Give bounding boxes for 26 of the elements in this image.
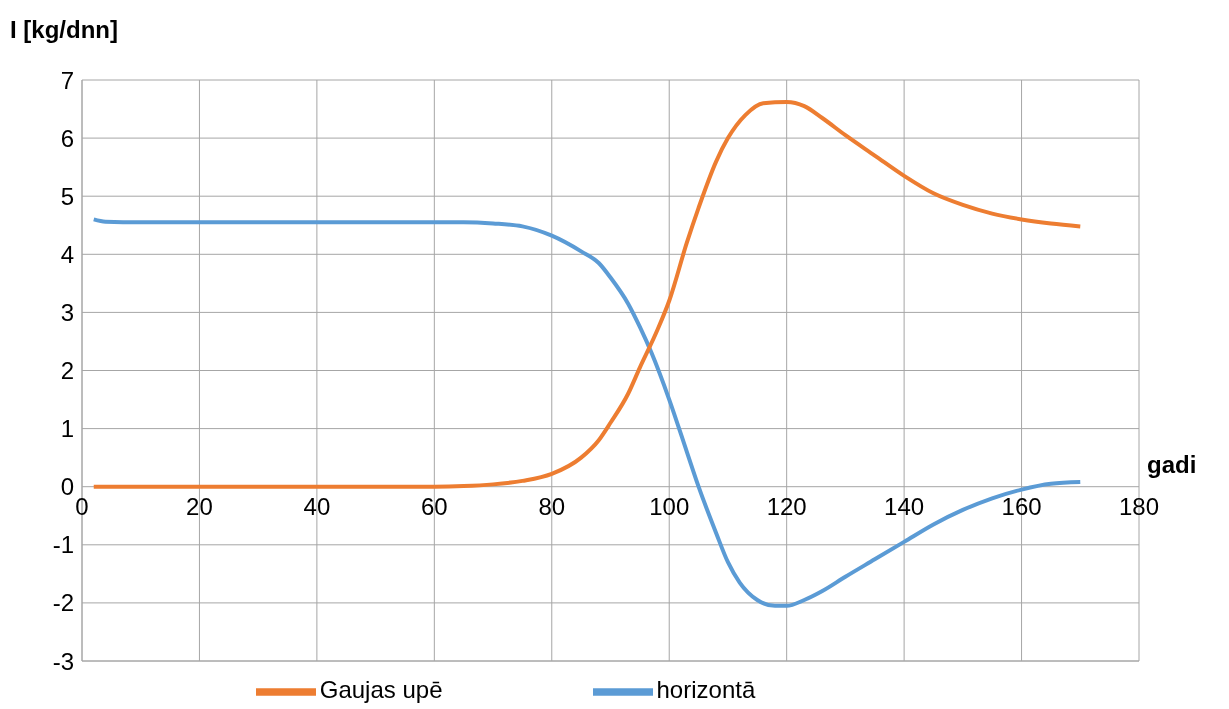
x-tick-label: 120 xyxy=(766,492,807,520)
y-tick-label: 4 xyxy=(60,240,74,268)
legend-label: horizontā xyxy=(656,676,756,704)
line-series xyxy=(91,100,1083,489)
x-tick-label: 140 xyxy=(884,492,925,520)
y-tick-label: 1 xyxy=(60,415,74,443)
x-axis-title: gadi xyxy=(1147,450,1197,479)
y-tick-label: 2 xyxy=(60,357,74,385)
x-tick-label: 180 xyxy=(1118,492,1160,520)
x-tick-label: 60 xyxy=(420,492,448,520)
y-tick-label: -1 xyxy=(52,531,74,559)
legend-label: Gaujas upē xyxy=(319,676,443,704)
x-tick-label: 20 xyxy=(186,492,213,520)
y-axis-title: I [kg/dnn] xyxy=(10,16,118,44)
y-tick-label: 7 xyxy=(60,66,74,94)
y-tick-label: 6 xyxy=(60,124,74,152)
x-tick-label: 40 xyxy=(303,492,331,520)
y-tick-label: -2 xyxy=(52,589,74,617)
x-tick-label: 80 xyxy=(538,492,566,520)
y-tick-label: 0 xyxy=(60,473,74,501)
x-tick-label: 160 xyxy=(1001,492,1042,520)
line-series xyxy=(91,217,1083,608)
y-tick-label: 3 xyxy=(60,298,74,326)
y-tick-label: -3 xyxy=(52,647,74,675)
y-tick-label: 5 xyxy=(60,182,74,210)
x-tick-label: 100 xyxy=(649,492,690,520)
